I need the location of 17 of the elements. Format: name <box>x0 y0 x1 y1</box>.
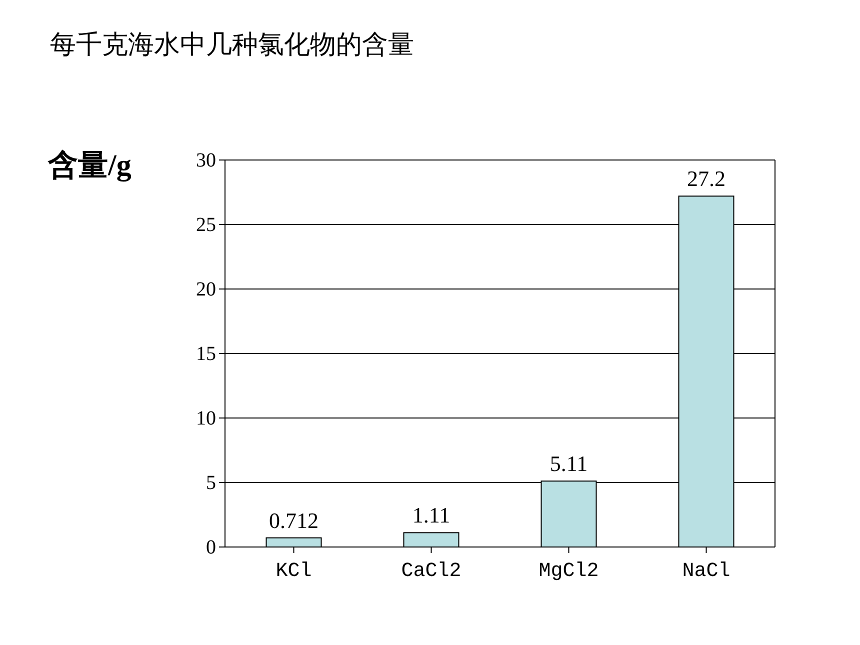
data-label: 27.2 <box>687 166 726 192</box>
y-tick-label: 30 <box>196 149 216 172</box>
y-tick-label: 25 <box>196 214 216 236</box>
x-tick-label: CaCl2 <box>401 560 462 583</box>
data-label: 0.712 <box>269 508 318 533</box>
y-tick-label: 15 <box>196 342 216 365</box>
data-label: 1.11 <box>412 502 450 528</box>
x-tick-label: NaCl <box>682 560 730 583</box>
y-tick-label: 10 <box>196 407 216 430</box>
x-tick-label: MgCl2 <box>538 560 599 583</box>
y-axis-title: 含量/g <box>47 149 132 182</box>
chart-title: 每千克海水中几种氯化物的含量 <box>50 30 414 60</box>
y-tick-label: 0 <box>206 536 216 558</box>
data-label: 5.11 <box>550 451 588 476</box>
y-tick-label: 20 <box>196 278 216 300</box>
y-tick-label: 5 <box>206 472 216 494</box>
x-tick-label: KCl <box>276 560 312 583</box>
